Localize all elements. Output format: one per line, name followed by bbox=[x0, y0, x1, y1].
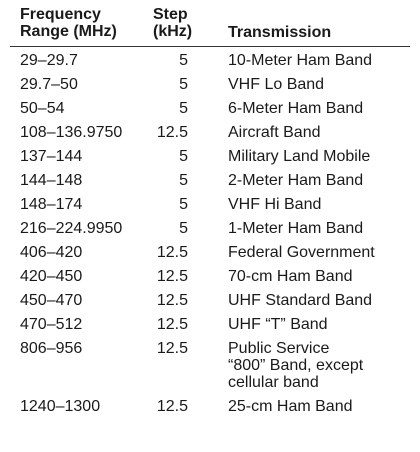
table-row: 144–148 5 2-Meter Ham Band bbox=[0, 169, 420, 193]
table-row: 1240–1300 12.5 25-cm Ham Band bbox=[0, 395, 420, 419]
table-row: 450–470 12.5 UHF Standard Band bbox=[0, 289, 420, 313]
header-step: Step (kHz) bbox=[153, 6, 193, 40]
header-transmission: Transmission bbox=[228, 24, 332, 41]
cell-step: 12.5 bbox=[156, 340, 188, 357]
cell-step: 12.5 bbox=[156, 268, 188, 285]
cell-frequency-range: 108–136.9750 bbox=[20, 124, 123, 141]
cell-frequency-range: 137–144 bbox=[20, 148, 83, 165]
table-row: 50–54 5 6-Meter Ham Band bbox=[0, 97, 420, 121]
cell-step: 12.5 bbox=[156, 292, 188, 309]
cell-step: 5 bbox=[179, 52, 188, 69]
table-row: 137–144 5 Military Land Mobile bbox=[0, 145, 420, 169]
table-row: 216–224.9950 5 1-Meter Ham Band bbox=[0, 217, 420, 241]
cell-transmission: 25-cm Ham Band bbox=[228, 398, 353, 415]
cell-transmission: Public Service “800” Band, except cellul… bbox=[228, 340, 364, 391]
cell-frequency-range: 29.7–50 bbox=[20, 76, 78, 93]
cell-frequency-range: 1240–1300 bbox=[20, 398, 101, 415]
cell-step: 5 bbox=[179, 172, 188, 189]
cell-step: 5 bbox=[179, 100, 188, 117]
cell-frequency-range: 216–224.9950 bbox=[20, 220, 123, 237]
cell-transmission: VHF Hi Band bbox=[228, 196, 322, 213]
cell-frequency-range: 470–512 bbox=[20, 316, 83, 333]
cell-transmission: UHF “T” Band bbox=[228, 316, 328, 333]
cell-transmission: VHF Lo Band bbox=[228, 76, 325, 93]
header-frequency-range: Frequency Range (MHz) bbox=[20, 6, 117, 40]
cell-step: 12.5 bbox=[156, 398, 188, 415]
cell-transmission: 70-cm Ham Band bbox=[228, 268, 353, 285]
table-row: 406–420 12.5 Federal Government bbox=[0, 241, 420, 265]
cell-frequency-range: 450–470 bbox=[20, 292, 83, 309]
cell-transmission: 10-Meter Ham Band bbox=[228, 52, 373, 69]
cell-step: 12.5 bbox=[156, 124, 188, 141]
cell-frequency-range: 420–450 bbox=[20, 268, 83, 285]
cell-transmission: UHF Standard Band bbox=[228, 292, 373, 309]
table-row: 420–450 12.5 70-cm Ham Band bbox=[0, 265, 420, 289]
cell-transmission: 6-Meter Ham Band bbox=[228, 100, 364, 117]
cell-step: 12.5 bbox=[156, 244, 188, 261]
table-row: 108–136.9750 12.5 Aircraft Band bbox=[0, 121, 420, 145]
cell-frequency-range: 806–956 bbox=[20, 340, 83, 357]
table-row: 148–174 5 VHF Hi Band bbox=[0, 193, 420, 217]
table-row: 806–956 12.5 Public Service “800” Band, ex… bbox=[0, 337, 420, 395]
table-row: 470–512 12.5 UHF “T” Band bbox=[0, 313, 420, 337]
cell-step: 12.5 bbox=[156, 316, 188, 333]
table-header: Frequency Range (MHz) Step (kHz) Transmi… bbox=[0, 6, 420, 46]
cell-transmission: Federal Government bbox=[228, 244, 375, 261]
cell-step: 5 bbox=[179, 148, 188, 165]
table-row: 29–29.7 5 10-Meter Ham Band bbox=[0, 49, 420, 73]
cell-frequency-range: 406–420 bbox=[20, 244, 83, 261]
cell-frequency-range: 29–29.7 bbox=[20, 52, 78, 69]
table-row: 29.7–50 5 VHF Lo Band bbox=[0, 73, 420, 97]
table-body: 29–29.7 5 10-Meter Ham Band 29.7–50 5 VHF Lo … bbox=[0, 49, 420, 419]
cell-frequency-range: 50–54 bbox=[20, 100, 65, 117]
cell-transmission: 1-Meter Ham Band bbox=[228, 220, 364, 237]
cell-step: 5 bbox=[179, 76, 188, 93]
cell-transmission: Aircraft Band bbox=[228, 124, 321, 141]
cell-frequency-range: 144–148 bbox=[20, 172, 83, 189]
header-divider bbox=[10, 46, 410, 47]
cell-transmission: Military Land Mobile bbox=[228, 148, 371, 165]
cell-step: 5 bbox=[179, 196, 188, 213]
cell-step: 5 bbox=[179, 220, 188, 237]
cell-frequency-range: 148–174 bbox=[20, 196, 83, 213]
cell-transmission: 2-Meter Ham Band bbox=[228, 172, 364, 189]
